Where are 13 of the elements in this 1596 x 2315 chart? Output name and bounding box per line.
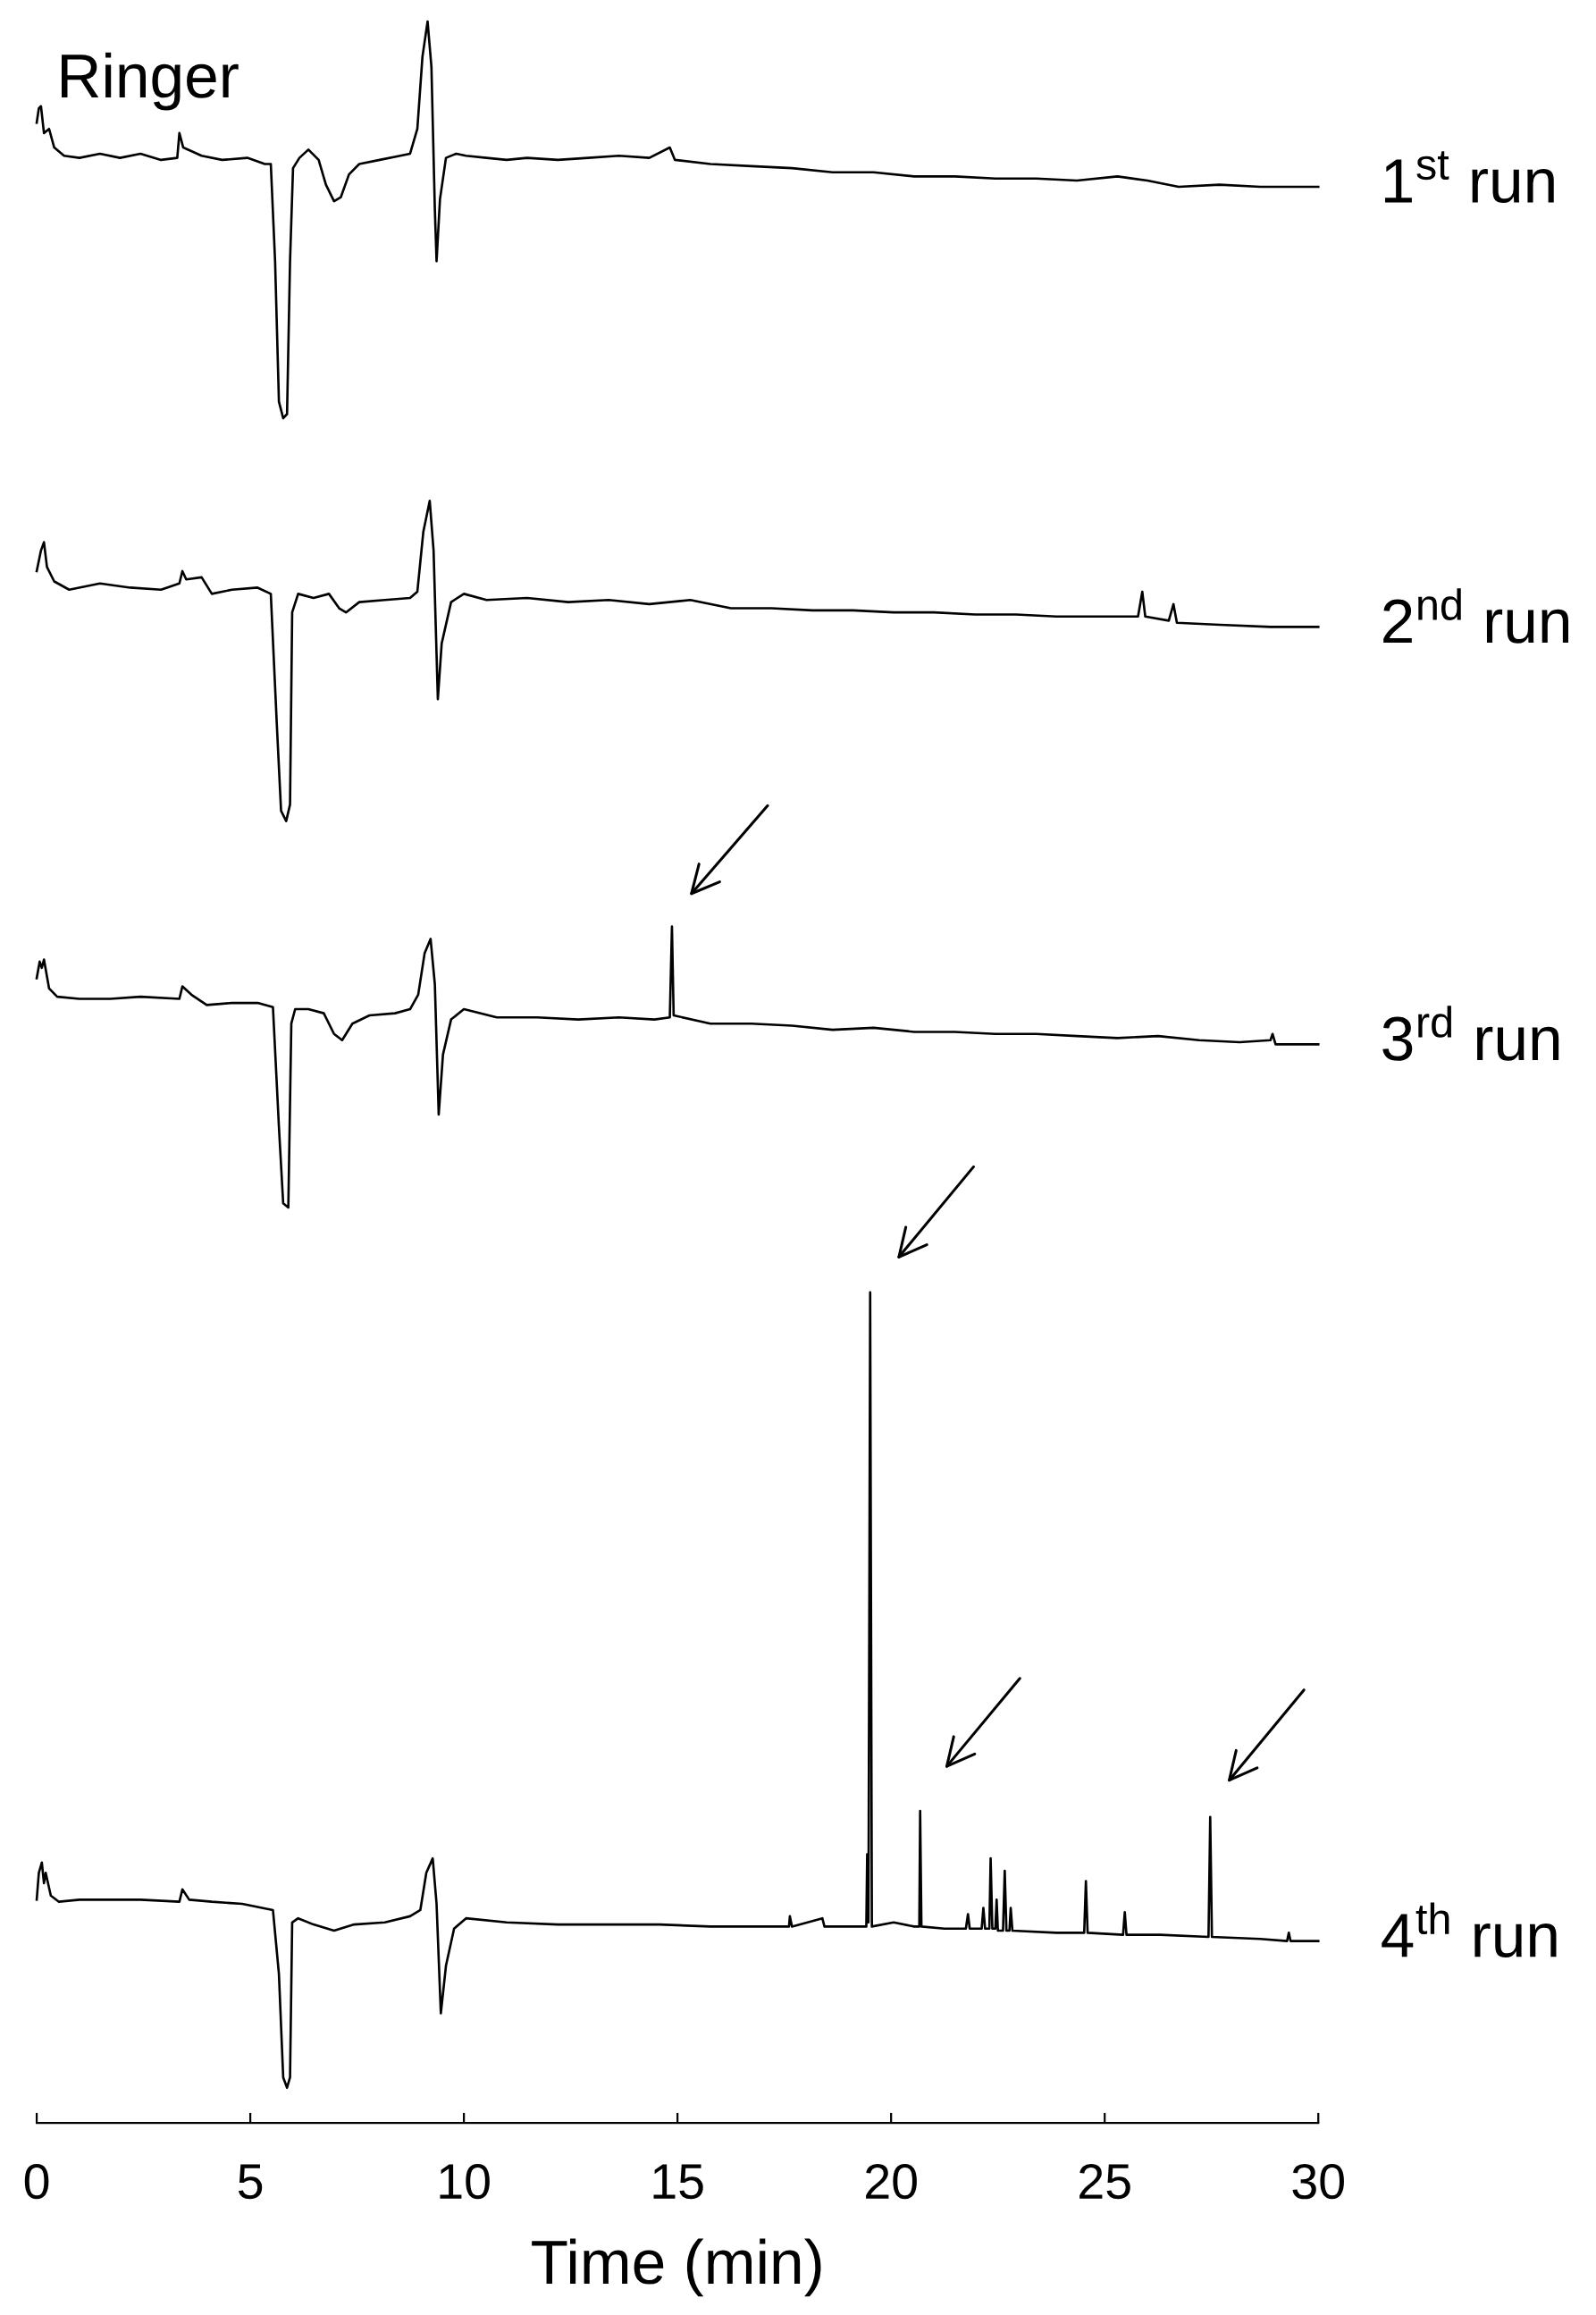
x-tick-label: 5: [238, 2164, 263, 2200]
x-axis-title: Time (min): [532, 2238, 821, 2297]
series-label: 2$^{nd}$ run: [1383, 588, 1568, 644]
x-tick-label: 15: [653, 2164, 703, 2200]
series-label: 3$^{rd}$ run: [1382, 1006, 1559, 1061]
x-tick-label: 10: [440, 2163, 490, 2200]
series-label: 4$^{th}$ run: [1382, 1902, 1557, 1958]
x-tick-label: 0: [24, 2163, 49, 2200]
series-label: 1$^{st}$ run: [1384, 151, 1554, 204]
x-tick-label: 20: [866, 2163, 917, 2200]
x-tick-label: 30: [1292, 2163, 1344, 2200]
annotation: Ringer: [62, 52, 239, 111]
x-tick-label: 25: [1079, 2163, 1130, 2200]
